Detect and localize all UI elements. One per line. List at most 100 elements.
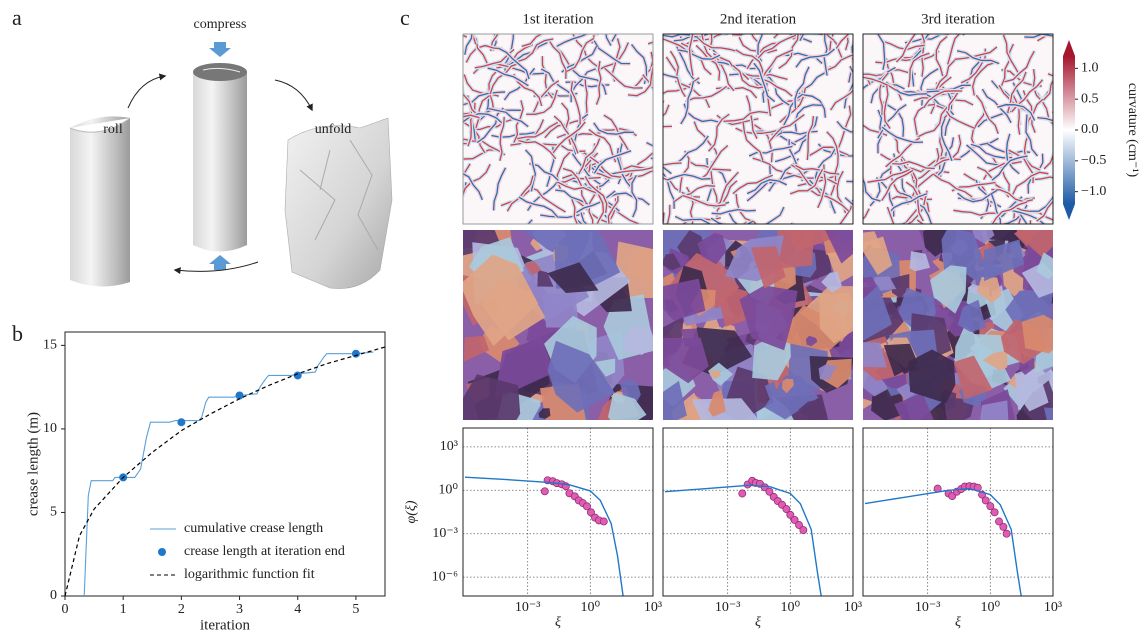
plot-frame (64, 331, 386, 597)
crease (578, 135, 602, 175)
crease (753, 62, 776, 103)
facet-map (463, 230, 653, 420)
crease (713, 171, 739, 209)
x-tick-label: 10³ (844, 600, 862, 615)
crease (540, 212, 585, 219)
crease (795, 164, 839, 175)
crease (765, 206, 785, 224)
facet (764, 375, 819, 420)
data-point (235, 391, 244, 400)
facet (537, 269, 554, 287)
crease (666, 204, 671, 224)
crease (463, 34, 468, 38)
facet (825, 230, 853, 264)
facet (677, 230, 709, 263)
crease (837, 105, 852, 149)
crease (991, 201, 1028, 224)
data-point (177, 418, 186, 427)
crease (843, 65, 853, 109)
crease (1036, 200, 1053, 222)
x-axis-label: iteration (200, 617, 250, 632)
crease (570, 68, 597, 103)
facet (524, 261, 542, 276)
crease (826, 54, 853, 71)
x-tick-label: 3 (236, 602, 243, 617)
facet (953, 355, 993, 399)
crease (901, 192, 933, 224)
crease (674, 80, 711, 108)
map-border (462, 33, 654, 225)
crease (738, 36, 778, 53)
facet (1017, 381, 1049, 412)
colorbar-tick-label: −1.0 (1081, 184, 1106, 199)
crease (679, 150, 690, 193)
crease (732, 65, 768, 89)
facet (680, 328, 701, 347)
y-tick-label: 10 (43, 421, 57, 436)
crease (517, 139, 557, 160)
crease (887, 193, 928, 215)
crease (863, 178, 881, 202)
facet-map (863, 230, 1053, 420)
facet (1036, 252, 1053, 280)
map-bg (863, 34, 1053, 224)
crease (826, 131, 839, 174)
facet (663, 278, 706, 321)
crease (877, 104, 907, 139)
crease (829, 34, 834, 52)
x-axis-label: ξ (955, 615, 961, 630)
data-point (583, 502, 591, 511)
x-tick-label: 10⁻³ (915, 600, 941, 615)
crease (895, 34, 916, 63)
y-axis-label: crease length (m) (25, 412, 41, 516)
crease (953, 209, 998, 216)
data-point (782, 505, 791, 514)
facet (608, 392, 647, 420)
facet (1043, 407, 1053, 420)
crease (981, 88, 1012, 124)
plot-frame (462, 427, 654, 597)
crease (463, 142, 467, 145)
crease (806, 116, 815, 161)
crease (789, 34, 813, 43)
annotation: roll (103, 122, 123, 137)
data-point (986, 502, 995, 511)
annotation: unfold (315, 122, 352, 137)
crease (1011, 210, 1046, 224)
crease (863, 73, 878, 77)
crease (595, 60, 602, 105)
crease (580, 212, 588, 224)
crease (881, 169, 914, 202)
crease (521, 34, 543, 48)
panel-label: c (400, 5, 410, 30)
crease (794, 66, 810, 109)
map-border (862, 33, 1054, 225)
crease (572, 69, 607, 95)
crease (923, 90, 963, 109)
facet (972, 230, 995, 244)
y-tick-label: 10⁰ (438, 482, 458, 497)
x-tick-label: 10⁰ (581, 600, 601, 615)
crease (465, 44, 503, 63)
crease (991, 155, 1028, 181)
colorbar-tick-label: 0.5 (1081, 91, 1099, 106)
crease (1002, 34, 1021, 77)
crease (593, 122, 634, 135)
line-series (83, 351, 374, 597)
data-point (995, 517, 1003, 526)
crease (517, 121, 559, 140)
crease (1012, 171, 1049, 195)
facet (697, 232, 727, 265)
crease (498, 47, 530, 80)
crease (970, 143, 1013, 159)
crease (699, 145, 729, 181)
crease (547, 38, 567, 79)
crease (676, 45, 701, 85)
plot-frame (862, 427, 1054, 597)
crease (688, 34, 694, 76)
crease (463, 89, 479, 117)
crease (1025, 114, 1039, 157)
x-tick-label: 5 (352, 602, 359, 617)
crease (954, 46, 998, 60)
